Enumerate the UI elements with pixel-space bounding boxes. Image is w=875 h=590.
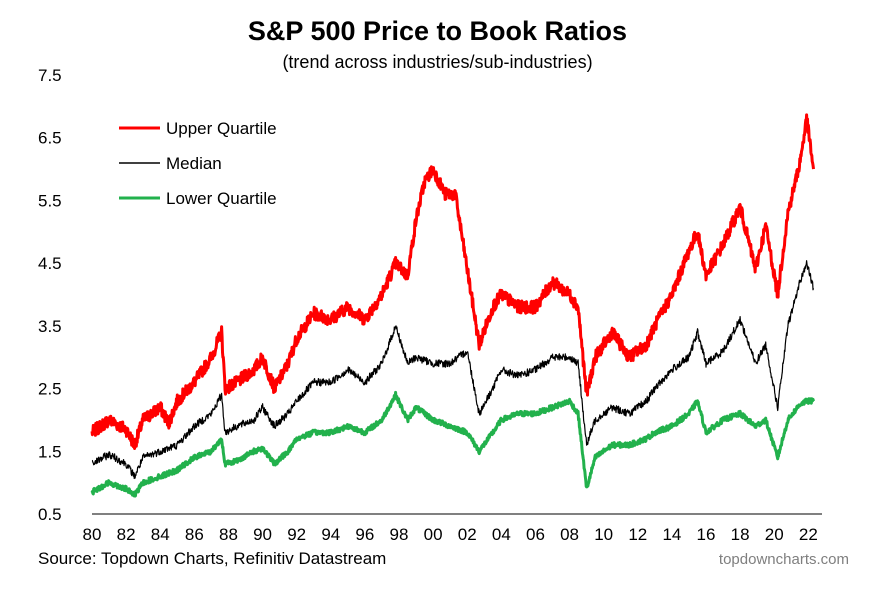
chart-subtitle: (trend across industries/sub-industries) [282, 52, 593, 72]
x-tick-label: 00 [424, 525, 443, 544]
x-tick-label: 84 [151, 525, 170, 544]
y-tick-label: 3.5 [38, 317, 62, 336]
legend-label: Upper Quartile [166, 119, 277, 138]
x-axis: 80 82 84 86 88 90 92 94 96 98 00 02 04 06 08 10 12 14 16 18… [83, 525, 818, 544]
watermark: topdowncharts.com [718, 551, 849, 568]
x-tick-label: 10 [594, 525, 613, 544]
source-note: Source: Topdown Charts, Refinitiv Datast… [38, 549, 387, 568]
x-tick-label: 80 [83, 525, 102, 544]
x-tick-label: 14 [662, 525, 681, 544]
x-tick-label: 04 [492, 525, 511, 544]
x-tick-label: 96 [355, 525, 374, 544]
x-tick-label: 06 [526, 525, 545, 544]
x-tick-label: 16 [697, 525, 716, 544]
chart-title: S&P 500 Price to Book Ratios [247, 16, 628, 46]
x-tick-label: 18 [731, 525, 750, 544]
x-tick-label: 08 [560, 525, 579, 544]
series-lines [90, 113, 815, 498]
x-tick-label: 92 [287, 525, 306, 544]
x-tick-label: 22 [799, 525, 818, 544]
x-tick-label: 94 [321, 525, 340, 544]
x-tick-label: 12 [628, 525, 647, 544]
x-tick-label: 82 [117, 525, 136, 544]
legend-label: Median [166, 154, 222, 173]
legend: Upper Quartile Median Lower Quartile [119, 119, 277, 208]
y-tick-label: 2.5 [38, 380, 62, 399]
x-tick-label: 86 [185, 525, 204, 544]
x-tick-label: 98 [390, 525, 409, 544]
y-axis: 7.5 6.5 5.5 4.5 3.5 2.5 1.5 0.5 [38, 66, 62, 524]
series-line-median [91, 260, 815, 480]
y-tick-label: 1.5 [38, 442, 62, 461]
y-tick-label: 5.5 [38, 191, 62, 210]
x-tick-label: 90 [253, 525, 272, 544]
y-tick-label: 6.5 [38, 129, 62, 148]
legend-label: Lower Quartile [166, 189, 277, 208]
x-tick-label: 20 [765, 525, 784, 544]
x-tick-label: 88 [219, 525, 238, 544]
series-line-upper-quartile [90, 113, 815, 450]
y-tick-label: 0.5 [38, 505, 62, 524]
series-line-lower-quartile [90, 390, 815, 498]
x-tick-label: 02 [458, 525, 477, 544]
y-tick-label: 7.5 [38, 66, 62, 85]
y-tick-label: 4.5 [38, 254, 62, 273]
